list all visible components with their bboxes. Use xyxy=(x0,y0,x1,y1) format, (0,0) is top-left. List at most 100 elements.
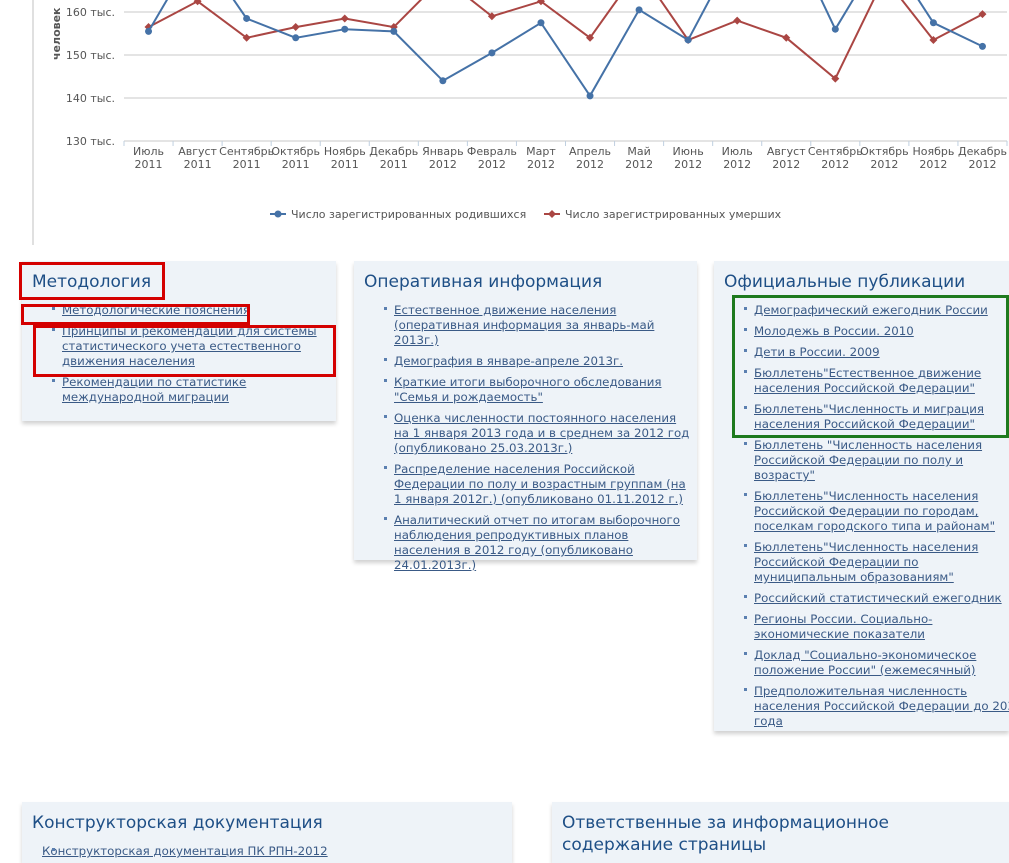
x-tick-label-year: 2012 xyxy=(870,158,898,171)
publications-link-item: Бюллетень"Численность населения Российск… xyxy=(724,489,1009,534)
link-population-forecast-2030[interactable]: Предположительная численность населения … xyxy=(754,684,1009,728)
data-point-births xyxy=(390,27,398,35)
legend-marker-births xyxy=(274,210,282,218)
x-tick-label-year: 2012 xyxy=(429,158,457,171)
series-line-births xyxy=(147,0,983,98)
publications-link-item: Демографический ежегодник России xyxy=(724,303,1009,318)
x-tick-label-month: Сентябрь xyxy=(808,145,863,158)
x-tick-label-year: 2012 xyxy=(821,158,849,171)
panel-title-operative: Оперативная информация xyxy=(364,272,603,292)
link-youth-in-russia[interactable]: Молодежь в России. 2010 xyxy=(754,324,914,338)
data-point-births xyxy=(243,14,251,22)
link-reproductive-plans-report[interactable]: Аналитический отчет по итогам выборочног… xyxy=(394,513,680,572)
panel-title-responsible: Ответственные за информационное содержан… xyxy=(562,813,890,855)
data-point-births xyxy=(488,49,496,57)
x-tick-label-year: 2012 xyxy=(527,158,555,171)
link-demography-jan-apr[interactable]: Демография в январе-апреле 2013г. xyxy=(394,354,624,368)
panel-title-design-docs: Конструкторская документация xyxy=(32,813,323,833)
data-point-deaths xyxy=(340,14,349,23)
data-point-deaths xyxy=(831,74,840,83)
x-tick-label-year: 2012 xyxy=(919,158,947,171)
data-point-births xyxy=(978,42,986,50)
link-family-fertility-survey[interactable]: Краткие итоги выборочного обследования "… xyxy=(394,375,662,404)
data-point-deaths xyxy=(193,0,202,6)
link-statistical-yearbook[interactable]: Российский статистический ежегодник xyxy=(754,591,1002,605)
x-tick-label-month: Август xyxy=(178,145,217,158)
panel-official-publications: Официальные публикации Демографический е… xyxy=(714,261,1009,731)
publications-link-item: Бюллетень "Численность населения Российс… xyxy=(724,438,1009,483)
publications-link-item: Дети в России. 2009 xyxy=(724,345,1009,360)
data-point-births xyxy=(586,92,594,100)
x-tick-label-year: 2012 xyxy=(674,158,702,171)
x-tick-label-year: 2012 xyxy=(968,158,996,171)
link-bulletin-municipal[interactable]: Бюллетень"Численность населения Российск… xyxy=(754,540,979,584)
data-point-births xyxy=(537,19,545,27)
link-demographic-yearbook[interactable]: Демографический ежегодник России xyxy=(754,303,988,317)
link-bulletin-natural-movement[interactable]: Бюллетень"Естественное движение населени… xyxy=(754,366,982,395)
x-tick-label-month: Октябрь xyxy=(860,145,909,158)
data-point-deaths xyxy=(536,0,545,6)
panel-title-publications: Официальные публикации xyxy=(724,272,966,292)
x-tick-label-year: 2012 xyxy=(723,158,751,171)
design-docs-link-item: Конструкторская документация ПК РПН-2012 xyxy=(32,844,504,859)
link-population-distribution[interactable]: Распределение населения Российской Федер… xyxy=(394,462,686,506)
chart-svg: 130 тыс. 140 тыс. 150 тыс. 160 тыс.человек И… xyxy=(32,0,1008,245)
x-tick-label-year: 2012 xyxy=(478,158,506,171)
x-tick-label-month: Декабрь xyxy=(369,145,418,158)
x-tick-label-year: 2012 xyxy=(576,158,604,171)
legend-label-deaths: Число зарегистрированных умерших xyxy=(565,208,782,221)
publications-link-item: Бюллетень"Численность и миграция населен… xyxy=(724,402,1009,432)
link-design-docs-rpn[interactable]: Конструкторская документация ПК РПН-2012 xyxy=(42,844,328,858)
data-point-births xyxy=(684,36,692,44)
x-tick-label-year: 2011 xyxy=(184,158,212,171)
x-tick-label-year: 2011 xyxy=(380,158,408,171)
panel-methodology: Методология Методологические пояснения П… xyxy=(22,261,336,421)
x-tick-label-month: Октябрь xyxy=(271,145,320,158)
link-population-estimate[interactable]: Оценка численности постоянного населения… xyxy=(394,411,690,455)
data-point-deaths xyxy=(733,16,742,25)
y-tick-label: 150 тыс. xyxy=(66,49,115,62)
panel-title-methodology: Методология xyxy=(32,272,152,292)
data-point-deaths xyxy=(782,33,791,42)
publications-link-item: Доклад "Социально-экономическое положени… xyxy=(724,648,1009,678)
data-point-deaths xyxy=(586,33,595,42)
x-tick-label-month: Март xyxy=(526,145,556,158)
x-tick-label-month: Ноябрь xyxy=(324,145,366,158)
link-children-in-russia[interactable]: Дети в России. 2009 xyxy=(754,345,880,359)
x-tick-label-month: Май xyxy=(627,145,650,158)
y-tick-label: 140 тыс. xyxy=(66,92,115,105)
operative-link-item: Краткие итоги выборочного обследования "… xyxy=(364,375,694,405)
link-bulletin-cities[interactable]: Бюллетень"Численность населения Российск… xyxy=(754,489,996,533)
x-tick-label-year: 2011 xyxy=(233,158,261,171)
panel-responsible: Ответственные за информационное содержан… xyxy=(552,802,1009,863)
y-tick-label: 160 тыс. xyxy=(66,6,115,19)
operative-link-item: Естественное движение населения (операти… xyxy=(364,303,694,348)
link-principles-recommendations[interactable]: Принципы и рекомендации для системы стат… xyxy=(62,324,317,368)
link-bulletin-sex-age[interactable]: Бюллетень "Численность населения Российс… xyxy=(754,438,983,482)
link-bulletin-population-migration[interactable]: Бюллетень"Численность и миграция населен… xyxy=(754,402,985,431)
x-tick-label-month: Июнь xyxy=(673,145,704,158)
x-tick-label-year: 2012 xyxy=(625,158,653,171)
operative-link-item: Демография в январе-апреле 2013г. xyxy=(364,354,694,369)
link-regions-of-russia[interactable]: Регионы России. Социально-экономические … xyxy=(754,612,933,641)
methodology-link-item: Методологические пояснения xyxy=(32,303,332,318)
y-axis-title: человек xyxy=(50,7,63,60)
operative-link-item: Оценка численности постоянного населения… xyxy=(364,411,694,456)
publications-link-item: Предположительная численность населения … xyxy=(724,684,1009,729)
series-line-deaths xyxy=(148,0,983,81)
publications-link-item: Регионы России. Социально-экономические … xyxy=(724,612,1009,642)
data-point-births xyxy=(831,25,839,33)
link-socio-economic-report[interactable]: Доклад "Социально-экономическое положени… xyxy=(754,648,977,677)
demography-line-chart: 130 тыс. 140 тыс. 150 тыс. 160 тыс. человек И… xyxy=(0,0,1009,250)
data-point-births xyxy=(145,27,153,35)
legend-label-births: Число зарегистрированных родившихся xyxy=(291,208,526,221)
link-natural-movement-operative[interactable]: Естественное движение населения (операти… xyxy=(394,303,655,347)
x-tick-label-month: Июль xyxy=(133,145,164,158)
x-tick-label-year: 2011 xyxy=(135,158,163,171)
link-migration-recommendations[interactable]: Рекомендации по статистике международной… xyxy=(62,375,247,404)
link-methodology-notes[interactable]: Методологические пояснения xyxy=(62,303,250,317)
data-point-deaths xyxy=(242,33,251,42)
x-tick-label-month: Апрель xyxy=(569,145,611,158)
methodology-link-item: Рекомендации по статистике международной… xyxy=(32,375,332,405)
methodology-link-item: Принципы и рекомендации для системы стат… xyxy=(32,324,332,369)
